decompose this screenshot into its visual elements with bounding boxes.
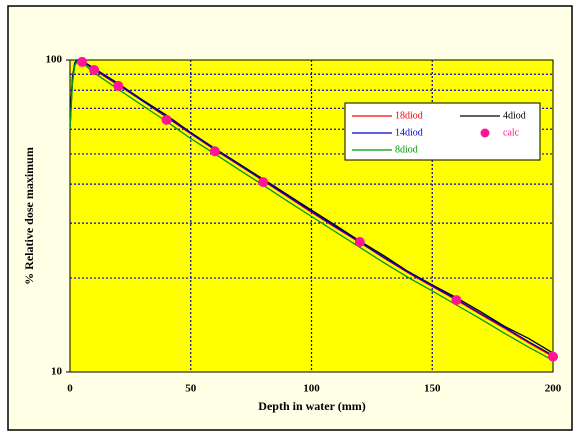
x-tick-label: 100 [303, 383, 320, 395]
x-tick-label: 150 [424, 383, 441, 395]
x-tick-label: 50 [185, 383, 197, 395]
data-point [548, 351, 558, 362]
legend-label: 4diod [503, 110, 526, 121]
data-point [354, 237, 365, 248]
data-point [258, 177, 269, 188]
data-point [77, 56, 88, 67]
x-tick-label: 0 [67, 383, 73, 395]
y-tick-label: 10 [51, 366, 63, 378]
legend-marker [480, 128, 490, 138]
legend-label: 8diod [395, 144, 418, 155]
data-point [161, 114, 172, 125]
legend-label: 14diod [395, 127, 423, 138]
data-point [209, 146, 220, 157]
legend-label: 18diod [395, 110, 423, 121]
data-point [89, 64, 100, 75]
legend-label: calc [503, 127, 520, 138]
data-point [113, 80, 124, 91]
x-axis-label: Depth in water (mm) [258, 399, 365, 413]
x-tick-label: 200 [545, 383, 562, 395]
data-point [451, 295, 462, 306]
y-tick-label: 100 [46, 54, 63, 66]
y-axis-label: % Relative dose maximum [22, 147, 36, 285]
